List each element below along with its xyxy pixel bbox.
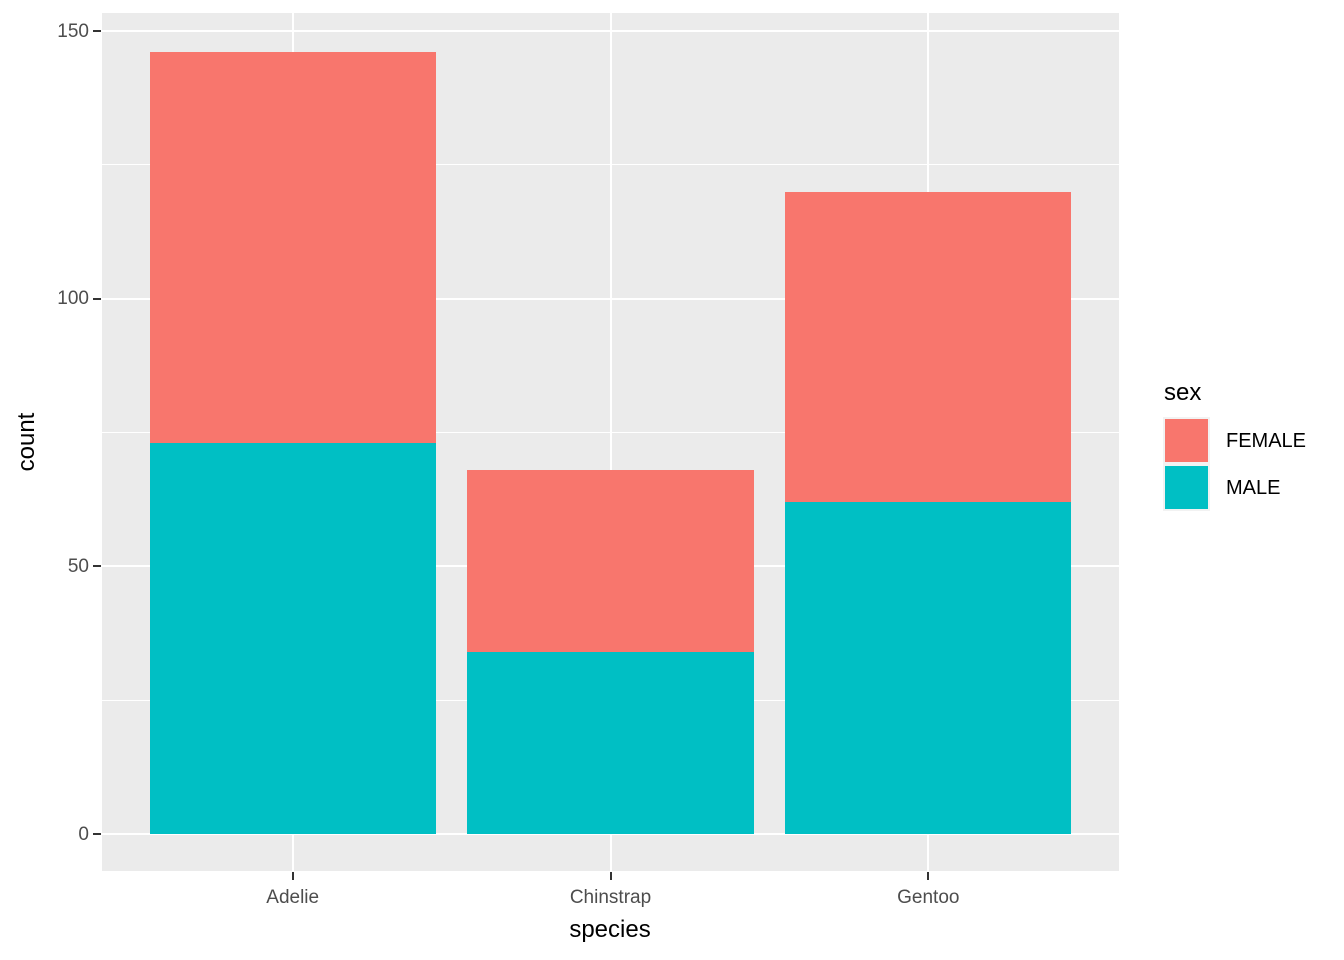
gridline-major-x-chinstrap xyxy=(609,13,612,871)
y-tick-mark-100 xyxy=(93,297,101,300)
y-axis-title: count xyxy=(13,412,40,472)
legend-swatch-male xyxy=(1165,466,1208,509)
x-tick-label-gentoo: Gentoo xyxy=(897,887,960,908)
bar-adelie-male xyxy=(149,443,436,834)
legend-key-male xyxy=(1163,464,1210,511)
legend-row-female: FEMALE xyxy=(1163,417,1306,464)
plot-panel xyxy=(102,13,1119,871)
y-tick-mark-50 xyxy=(93,565,101,568)
x-tick-label-chinstrap: Chinstrap xyxy=(569,887,652,908)
legend-swatch-female xyxy=(1165,419,1208,462)
bar-gentoo-male xyxy=(785,502,1072,834)
legend-label-male: MALE xyxy=(1226,476,1281,499)
legend: sex FEMALE MALE xyxy=(1163,381,1306,511)
y-tick-label-150: 150 xyxy=(57,20,89,42)
y-tick-label-50: 50 xyxy=(67,555,89,577)
bar-adelie-female xyxy=(149,52,436,444)
bar-chinstrap-male xyxy=(467,651,754,834)
legend-label-female: FEMALE xyxy=(1226,429,1307,452)
y-tick-mark-150 xyxy=(93,30,101,32)
y-tick-mark-0 xyxy=(93,833,101,835)
y-tick-label-100: 100 xyxy=(57,288,89,310)
legend-entries: FEMALE MALE xyxy=(1163,417,1306,511)
legend-title: sex xyxy=(1164,379,1202,406)
x-tick-label-adelie: Adelie xyxy=(266,887,320,908)
x-tick-mark-chinstrap xyxy=(609,872,612,880)
legend-key-female xyxy=(1163,417,1210,464)
x-tick-mark-adelie xyxy=(291,872,294,880)
legend-row-male: MALE xyxy=(1163,464,1306,511)
x-tick-mark-gentoo xyxy=(927,872,930,880)
x-axis-title: species xyxy=(569,916,651,943)
bar-gentoo-female xyxy=(785,191,1072,503)
bar-chinstrap-female xyxy=(467,469,754,652)
y-tick-label-0: 0 xyxy=(78,823,89,845)
